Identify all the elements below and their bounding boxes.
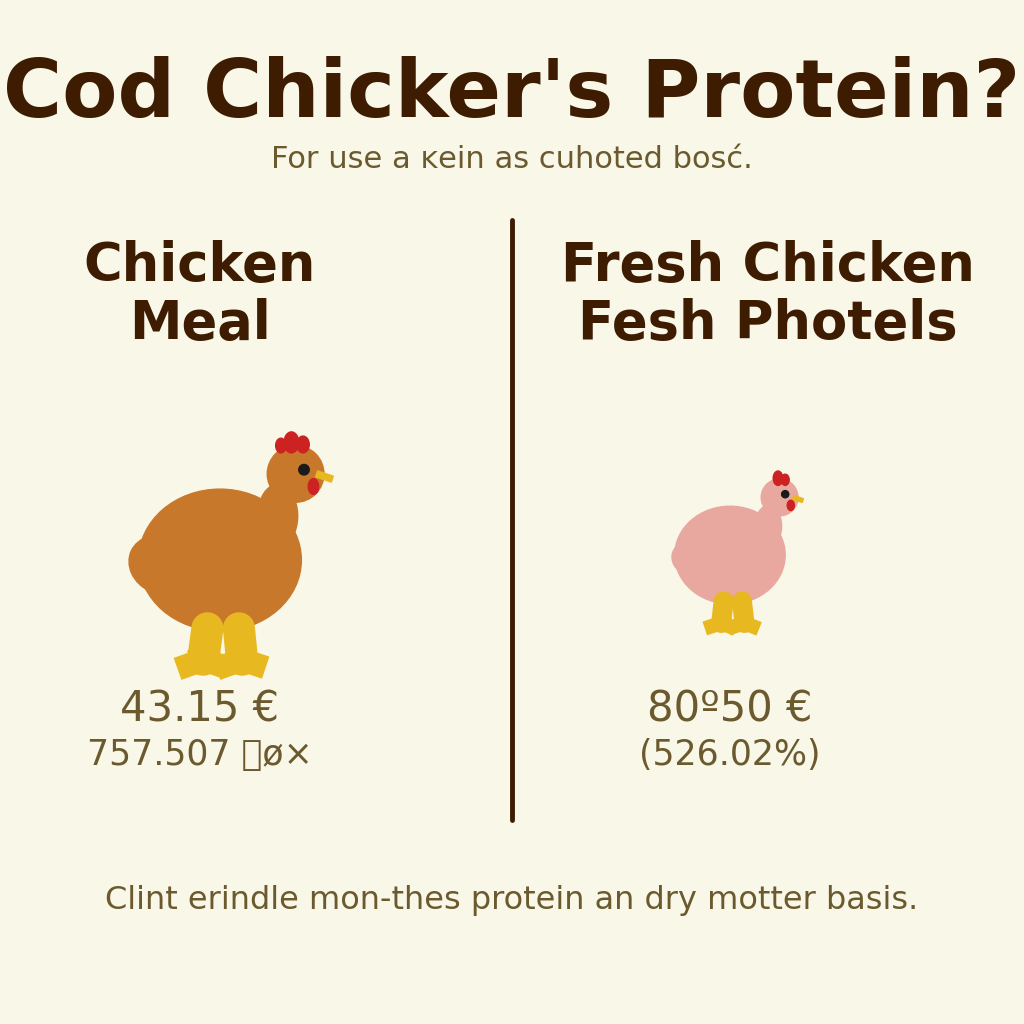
Ellipse shape: [672, 542, 712, 577]
Text: 757.507 亟ø×: 757.507 亟ø×: [87, 738, 313, 772]
Text: Clint erindle mon-thes protein an dry motter basis.: Clint erindle mon-thes protein an dry mo…: [105, 885, 919, 915]
Text: (526.02%): (526.02%): [639, 738, 821, 772]
Ellipse shape: [781, 474, 790, 485]
Circle shape: [299, 465, 309, 475]
Text: 80º50 €: 80º50 €: [647, 689, 813, 731]
Ellipse shape: [297, 436, 309, 453]
FancyArrow shape: [315, 471, 334, 482]
Circle shape: [267, 445, 324, 502]
Ellipse shape: [258, 484, 298, 548]
Text: Cod Chicker's Protein?: Cod Chicker's Protein?: [3, 56, 1021, 134]
Circle shape: [781, 490, 788, 498]
Ellipse shape: [275, 438, 286, 453]
Ellipse shape: [755, 506, 781, 547]
FancyArrow shape: [793, 496, 804, 503]
Ellipse shape: [675, 506, 785, 604]
Ellipse shape: [129, 536, 196, 595]
Text: 43.15 €: 43.15 €: [121, 689, 280, 731]
Ellipse shape: [284, 432, 299, 453]
Ellipse shape: [773, 471, 782, 485]
Text: For use a ĸein as cuhoted bosć.: For use a ĸein as cuhoted bosć.: [271, 145, 753, 174]
Circle shape: [761, 479, 798, 516]
Ellipse shape: [138, 489, 301, 631]
Ellipse shape: [787, 500, 795, 511]
Ellipse shape: [212, 540, 281, 601]
Ellipse shape: [308, 478, 318, 495]
Text: Fresh Chicken
Fesh Photels: Fresh Chicken Fesh Photels: [561, 240, 975, 350]
Text: Chicken
Meal: Chicken Meal: [84, 240, 316, 350]
